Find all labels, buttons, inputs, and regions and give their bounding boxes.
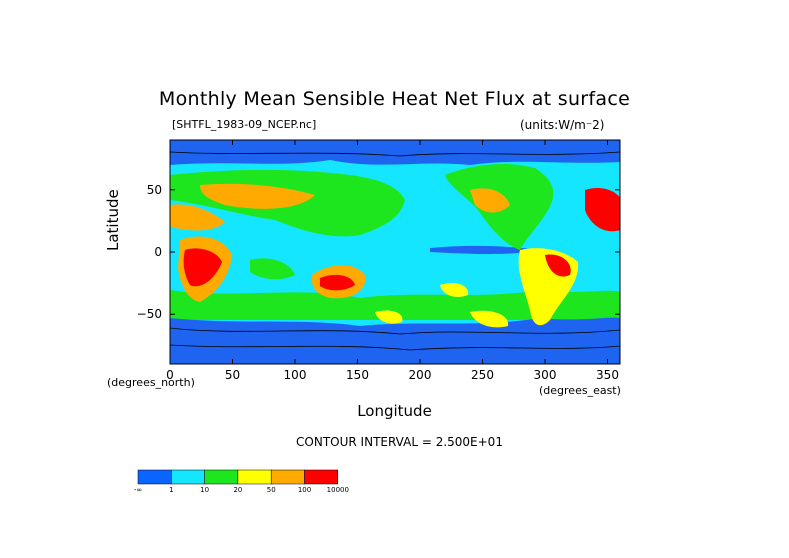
colorbar-label: 100: [298, 486, 311, 494]
colorbar: -∞ 1 10 20 50 100 10000: [134, 469, 349, 494]
x-tick-label: 0: [166, 368, 174, 382]
units-label: (units:W/m⁻2): [520, 118, 605, 132]
x-axis-label: Longitude: [357, 402, 432, 420]
colorbar-swatch: [171, 469, 205, 485]
x-tick-label: 300: [534, 368, 557, 382]
middle-east-warm: [170, 204, 225, 231]
colorbar-swatch: [304, 469, 339, 485]
eurasia-warm: [200, 183, 315, 209]
axis-ticks: 0 50 100 150 200 250 300 350 50 0 −50: [137, 140, 620, 382]
x-unit-label: (degrees_east): [539, 384, 621, 397]
west-africa-edge: [585, 187, 620, 232]
colorbar-label: 20: [233, 486, 242, 494]
arctic-band: [170, 140, 620, 165]
x-tick-label: 250: [471, 368, 494, 382]
south-america-hot: [545, 254, 571, 277]
contour-line: [170, 151, 620, 157]
south-pacific-patch-2: [470, 310, 509, 328]
x-tick-label: 100: [284, 368, 307, 382]
south-indian-patch: [375, 310, 403, 324]
australia-hot: [320, 274, 355, 291]
map-field: [170, 140, 620, 364]
colorbar-label: 50: [267, 486, 276, 494]
antarctic-band: [170, 317, 620, 364]
colorbar-label: 1: [169, 486, 173, 494]
chart-title: Monthly Mean Sensible Heat Net Flux at s…: [158, 88, 631, 110]
y-unit-label: (degrees_north): [107, 376, 195, 389]
africa-hot: [183, 248, 222, 287]
indian-ocean-patch: [250, 258, 295, 280]
units-superscript: ⁻: [585, 118, 593, 132]
colorbar-swatch: [237, 469, 272, 485]
x-tick-label: 350: [596, 368, 619, 382]
southern-ocean-band: [170, 290, 620, 320]
contour-line: [170, 327, 620, 335]
contour-interval-label: CONTOUR INTERVAL = 2.500E+01: [296, 435, 503, 449]
y-tick-label: 50: [147, 183, 162, 197]
x-tick-label: 150: [346, 368, 369, 382]
colorbar-swatch: [270, 469, 305, 485]
colorbar-label: 10: [200, 486, 209, 494]
pacific-cold-tongue: [430, 245, 540, 254]
colorbar-swatch: [137, 469, 172, 485]
south-pacific-patch: [440, 283, 469, 297]
contour-line: [170, 344, 620, 351]
file-label: [SHTFL_1983-09_NCEP.nc]: [172, 118, 317, 131]
y-tick-label: 0: [154, 245, 162, 259]
colorbar-swatch: [204, 469, 239, 485]
colorbar-label: -∞: [134, 486, 142, 494]
colorbar-label: 10000: [327, 486, 349, 494]
y-tick-label: −50: [137, 307, 162, 321]
x-tick-label: 200: [409, 368, 432, 382]
north-america-warm: [470, 188, 510, 213]
x-tick-label: 50: [225, 368, 240, 382]
